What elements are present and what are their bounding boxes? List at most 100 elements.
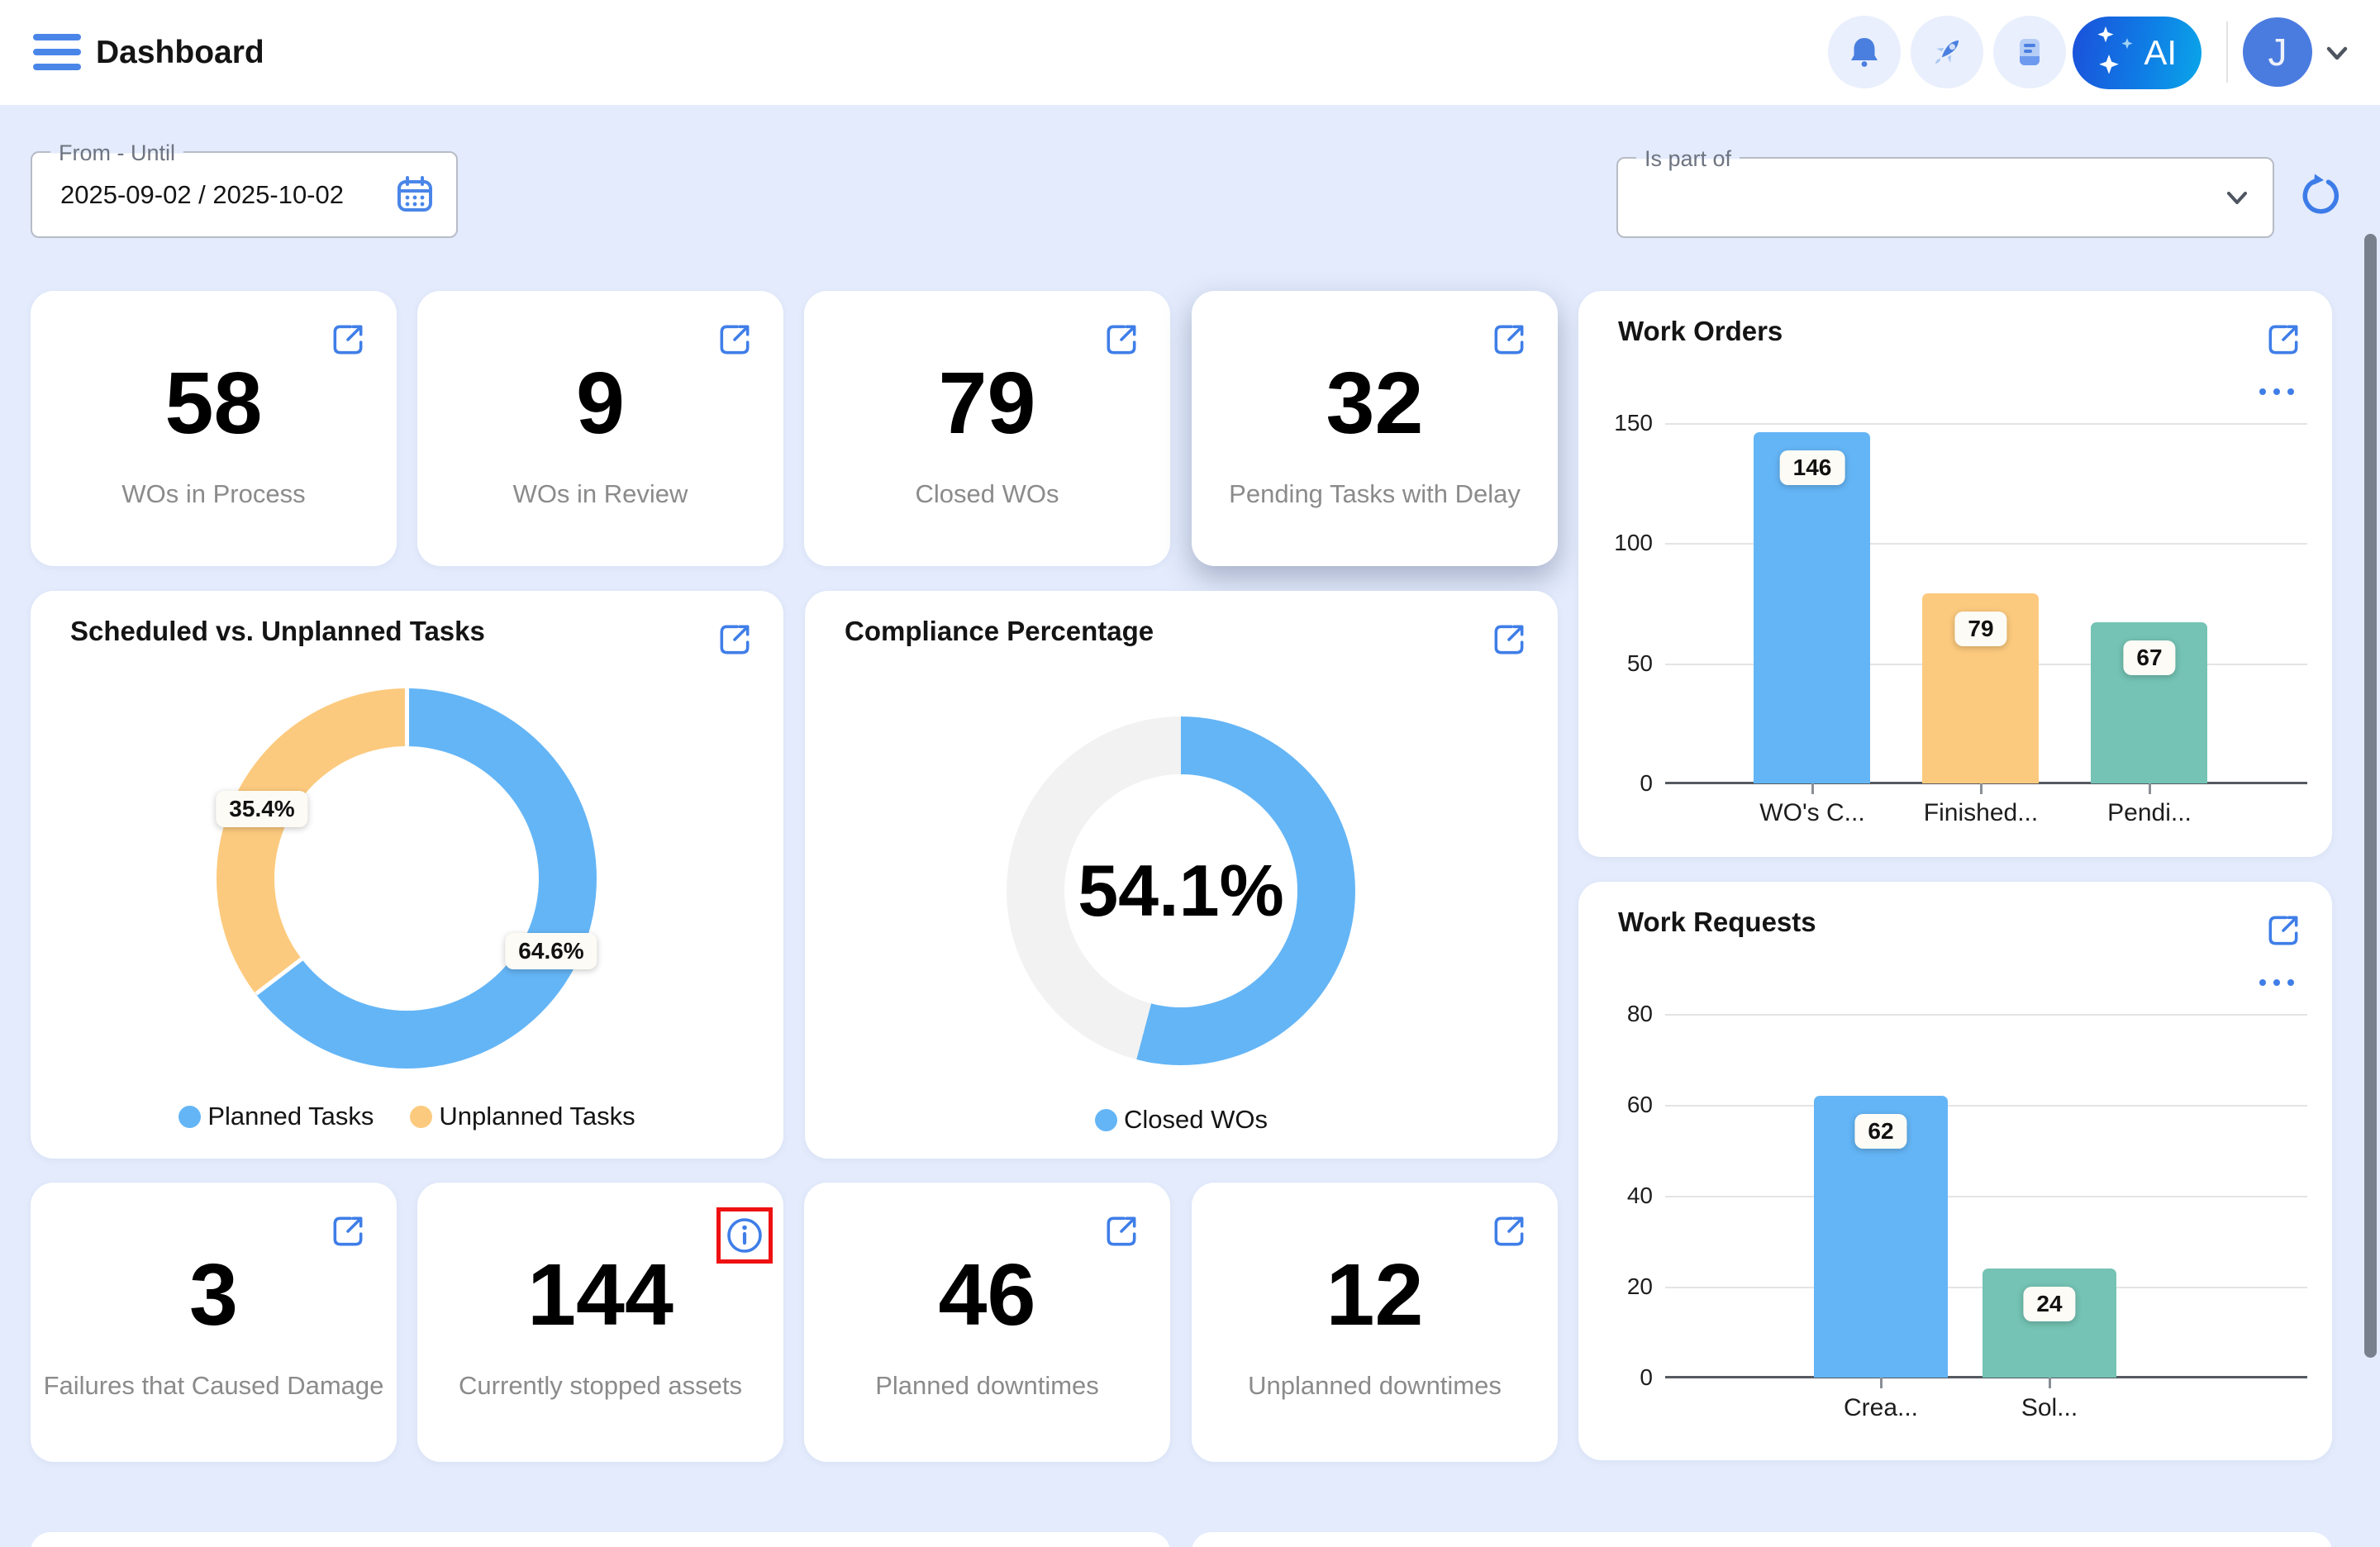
legend-label: Closed WOs — [1124, 1105, 1268, 1134]
donut-hole — [274, 746, 539, 1011]
y-tick-label: 60 — [1626, 1092, 1653, 1117]
chart-legend: Closed WOs — [805, 1105, 1558, 1135]
date-range-value: 2025-09-02 / 2025-10-02 — [60, 179, 344, 209]
gridline — [1665, 543, 2307, 545]
vertical-scrollbar-thumb[interactable] — [2364, 234, 2377, 1358]
open-in-new-icon[interactable] — [716, 321, 754, 359]
y-tick-label: 150 — [1614, 410, 1653, 436]
legend-label: Unplanned Tasks — [439, 1102, 635, 1130]
open-in-new-icon[interactable] — [2264, 321, 2302, 359]
reset-filters-button[interactable] — [2297, 171, 2345, 219]
legend-dot — [1095, 1108, 1117, 1131]
bell-icon — [1851, 38, 1878, 67]
x-tick-label: WO's C... — [1759, 799, 1865, 826]
donut-hole — [1064, 774, 1297, 1007]
user-avatar[interactable]: J — [2243, 17, 2312, 87]
app-header: Dashboard AI — [0, 0, 2380, 105]
open-in-new-icon[interactable] — [329, 1212, 367, 1250]
bar-value-label: 62 — [1854, 1114, 1907, 1149]
ellipsis-menu-icon[interactable] — [2254, 383, 2299, 400]
select-chevron-down-icon[interactable] — [2221, 182, 2253, 213]
bar-value-label: 67 — [2123, 640, 2176, 675]
open-in-new-icon[interactable] — [2264, 912, 2302, 950]
open-in-new-icon[interactable] — [716, 621, 754, 659]
axis-tick — [2049, 1378, 2051, 1388]
rocket-icon — [1935, 40, 1959, 64]
scheduled-vs-unplanned-card: Scheduled vs. Unplanned Tasks 64.6% 35.4… — [31, 591, 783, 1159]
kpi-value: 12 — [1326, 1246, 1424, 1344]
y-tick-label: 0 — [1640, 1364, 1653, 1390]
open-in-new-icon[interactable] — [1102, 321, 1140, 359]
kpi-label: WOs in Process — [121, 479, 306, 508]
y-tick-label: 50 — [1626, 650, 1653, 676]
gridline — [1665, 1014, 2307, 1016]
y-tick-label: 80 — [1626, 1001, 1653, 1026]
partial-card-bottom-right — [1192, 1532, 2332, 1547]
calendar-icon[interactable] — [393, 174, 436, 217]
open-in-new-icon[interactable] — [1490, 321, 1528, 359]
kpi-label: Closed WOs — [915, 479, 1059, 508]
kpi-value: 3 — [189, 1246, 238, 1344]
gridline — [1665, 1105, 2307, 1107]
kpi-value: 9 — [576, 355, 625, 452]
date-range-field[interactable]: From - Until 2025-09-02 / 2025-10-02 — [31, 139, 458, 238]
bar-value-label: 79 — [1954, 612, 2007, 646]
work-requests-chart-card: Work Requests 80 60 40 20 0 62 24 Crea..… — [1578, 882, 2332, 1460]
action-highlight-box — [716, 1207, 773, 1264]
open-in-new-icon[interactable] — [329, 321, 367, 359]
hamburger-bar — [33, 64, 81, 70]
legend-item-closed-wos[interactable]: Closed WOs — [1095, 1105, 1268, 1135]
partial-card-bottom-left — [31, 1532, 1170, 1547]
ai-assistant-button[interactable]: AI — [2073, 17, 2202, 89]
kpi-card-currently-stopped-assets: 144 Currently stopped assets — [417, 1183, 783, 1462]
kpi-label: Failures that Caused Damage — [43, 1371, 384, 1400]
kpi-value: 46 — [938, 1246, 1036, 1344]
notifications-button[interactable] — [1828, 16, 1901, 88]
refresh-icon — [2302, 174, 2340, 214]
kpi-value: 144 — [527, 1246, 674, 1344]
open-in-new-icon[interactable] — [1490, 1212, 1528, 1250]
gridline — [1665, 423, 2307, 425]
axis-tick — [1880, 1378, 1883, 1388]
info-icon[interactable] — [725, 1216, 764, 1255]
whats-new-button[interactable] — [1911, 16, 1983, 88]
open-in-new-icon[interactable] — [1102, 1212, 1140, 1250]
compliance-gauge-chart[interactable] — [1007, 716, 1355, 1065]
y-tick-label: 20 — [1626, 1273, 1653, 1299]
hamburger-bar — [33, 34, 81, 40]
user-menu-chevron-down-icon[interactable] — [2320, 36, 2354, 69]
legend-label: Planned Tasks — [207, 1102, 374, 1130]
chart-title: Work Requests — [1618, 907, 1816, 937]
kpi-value: 32 — [1326, 355, 1424, 452]
kpi-label: WOs in Review — [512, 479, 688, 508]
legend-item-planned-tasks[interactable]: Planned Tasks — [178, 1102, 374, 1131]
kpi-value: 58 — [164, 355, 263, 452]
ellipsis-menu-icon[interactable] — [2254, 974, 2299, 991]
open-in-new-icon[interactable] — [1490, 621, 1528, 659]
is-part-of-select[interactable]: Is part of — [1616, 145, 2274, 238]
bar-wos-created[interactable] — [1754, 432, 1870, 783]
y-tick-label: 0 — [1640, 770, 1653, 796]
kpi-card-pending-tasks-with-delay: 32 Pending Tasks with Delay — [1192, 291, 1558, 566]
kpi-card-wos-in-review: 9 WOs in Review — [417, 291, 783, 566]
x-tick-label: Sol... — [2021, 1394, 2078, 1421]
hamburger-bar — [33, 49, 81, 55]
menu-hamburger-icon[interactable] — [33, 34, 81, 72]
bar-value-label: 24 — [2023, 1287, 2076, 1321]
kpi-card-planned-downtimes: 46 Planned downtimes — [804, 1183, 1170, 1462]
y-tick-label: 40 — [1626, 1183, 1653, 1208]
avatar-initial: J — [2268, 31, 2287, 74]
legend-item-unplanned-tasks[interactable]: Unplanned Tasks — [410, 1102, 635, 1131]
legend-dot — [178, 1105, 202, 1128]
header-divider — [2226, 21, 2228, 83]
release-notes-button[interactable] — [1993, 16, 2066, 88]
axis-tick — [1811, 783, 1814, 794]
ai-button-label: AI — [2144, 33, 2177, 72]
donut-value-label: 64.6% — [505, 933, 597, 969]
bar-solved[interactable] — [1983, 1269, 2116, 1378]
legend-dot — [410, 1105, 433, 1128]
scheduled-donut-chart[interactable] — [217, 688, 597, 1069]
kpi-card-unplanned-downtimes: 12 Unplanned downtimes — [1192, 1183, 1558, 1462]
is-part-of-label: Is part of — [1636, 145, 1740, 173]
